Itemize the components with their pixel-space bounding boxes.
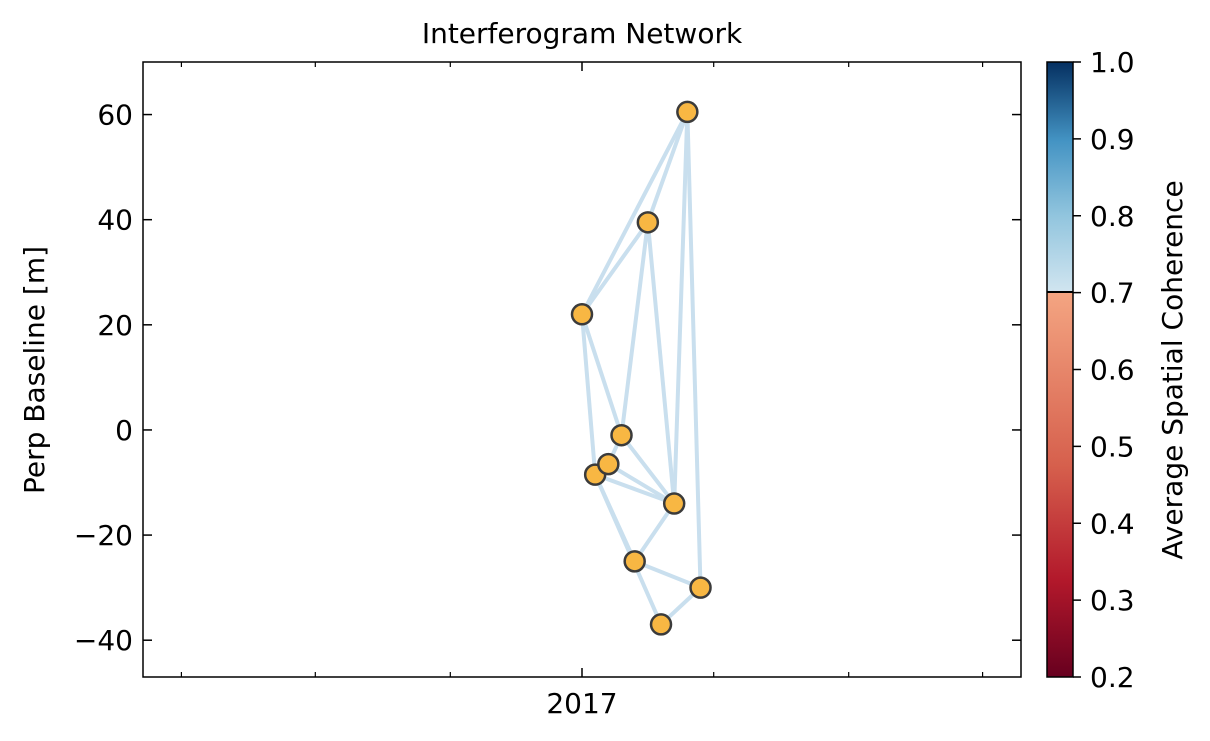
network-edge bbox=[606, 462, 677, 506]
x-tick-label: 2017 bbox=[546, 687, 617, 720]
network-edge bbox=[593, 472, 664, 627]
acquisition-node bbox=[636, 211, 660, 234]
y-axis-label: Perp Baseline [m] bbox=[18, 246, 51, 494]
network-edge bbox=[645, 220, 677, 506]
network-edge bbox=[580, 312, 598, 477]
acquisition-node bbox=[597, 452, 620, 476]
y-tick-label: 0 bbox=[115, 414, 133, 447]
network-edge bbox=[580, 220, 650, 317]
y-tick-label: 60 bbox=[97, 99, 133, 132]
acquisition-node bbox=[676, 100, 699, 124]
network-edge bbox=[685, 109, 703, 590]
colorbar-tick-label: 0.2 bbox=[1090, 661, 1135, 694]
network-edge bbox=[645, 109, 690, 225]
acquisition-node bbox=[623, 550, 646, 573]
colorbar: 0.2 0.3 0.4 0.5 0.6 0.7 0.8 0.9 1.0 Average Spat… bbox=[1046, 46, 1189, 694]
colorbar-tick-label: 0.4 bbox=[1090, 507, 1135, 540]
network-edge bbox=[619, 220, 650, 438]
network-nodes bbox=[570, 100, 712, 636]
network-edge bbox=[672, 109, 690, 506]
colorbar-tick-label: 0.9 bbox=[1090, 123, 1135, 156]
acquisition-node bbox=[570, 303, 594, 326]
network-edge bbox=[580, 312, 624, 438]
network-edge bbox=[632, 501, 677, 564]
colorbar-tick-label: 0.8 bbox=[1090, 200, 1135, 233]
colorbar-ticks: 0.2 0.3 0.4 0.5 0.6 0.7 0.8 0.9 1.0 bbox=[1073, 46, 1135, 694]
acquisition-node bbox=[649, 613, 673, 636]
network-edge bbox=[580, 109, 690, 317]
y-tick-label: −20 bbox=[74, 519, 133, 552]
colorbar-label: Average Spatial Coherence bbox=[1156, 180, 1189, 559]
y-tick-label: −40 bbox=[74, 624, 133, 657]
acquisition-node bbox=[610, 423, 633, 447]
colorbar-tick-label: 1.0 bbox=[1090, 46, 1135, 79]
plot-frame bbox=[142, 61, 1022, 678]
acquisition-node bbox=[689, 576, 712, 599]
y-tick-label: 20 bbox=[97, 309, 133, 342]
colorbar-tick-label: 0.5 bbox=[1090, 430, 1135, 463]
colorbar-red-segment bbox=[1047, 292, 1073, 677]
network-edge bbox=[619, 433, 677, 506]
y-tick-label: 40 bbox=[97, 204, 133, 237]
colorbar-blue-segment bbox=[1047, 62, 1073, 292]
chart-title: Interferogram Network bbox=[422, 17, 743, 50]
acquisition-node bbox=[662, 492, 686, 515]
x-axis-ticks: 2017 bbox=[180, 62, 984, 720]
network-edges bbox=[580, 109, 703, 627]
colorbar-tick-label: 0.3 bbox=[1090, 584, 1135, 617]
network-edge bbox=[632, 559, 703, 590]
colorbar-tick-label: 0.6 bbox=[1090, 354, 1135, 387]
network-edge bbox=[593, 472, 677, 506]
colorbar-tick-label: 0.7 bbox=[1090, 277, 1135, 310]
y-axis-ticks: −40 −20 0 20 40 60 bbox=[74, 99, 1021, 657]
